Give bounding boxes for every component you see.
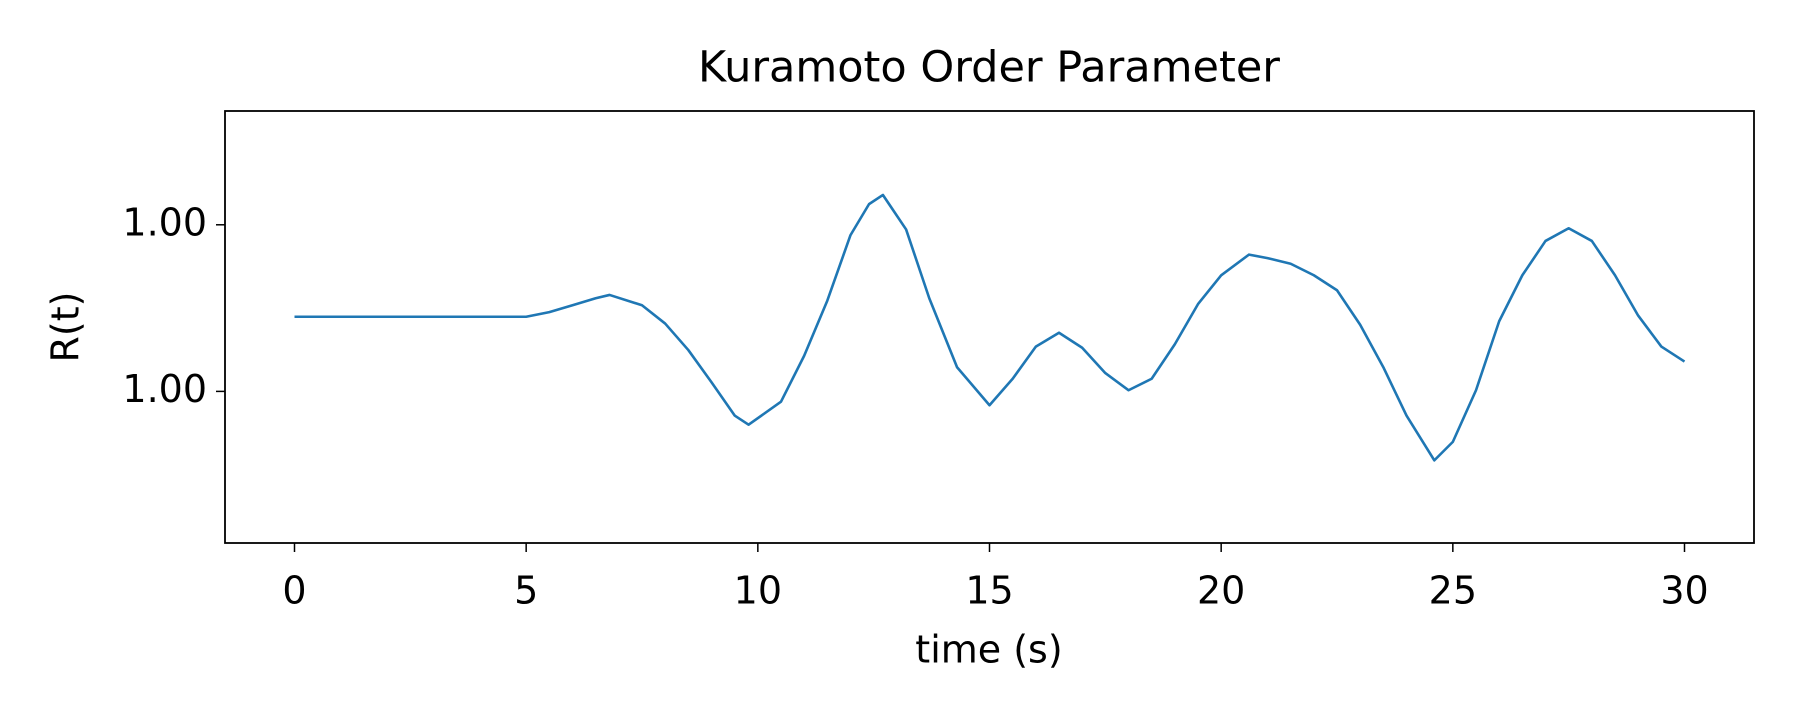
x-tick-label: 30 xyxy=(1660,569,1708,613)
plot-frame xyxy=(224,110,1755,544)
x-tick-label: 25 xyxy=(1429,569,1477,613)
x-tick-label: 5 xyxy=(514,569,538,613)
y-axis-label: R(t) xyxy=(44,292,88,363)
x-tick-label: 0 xyxy=(282,569,306,613)
chart-title: Kuramoto Order Parameter xyxy=(698,43,1280,93)
x-axis-label: time (s) xyxy=(915,628,1062,672)
x-tick-label: 15 xyxy=(965,569,1013,613)
y-tick-label: 1.00 xyxy=(122,200,207,244)
line-series xyxy=(294,193,1686,462)
y-tick-label: 1.00 xyxy=(122,367,207,411)
x-tick-label: 10 xyxy=(734,569,782,613)
x-tick-label: 20 xyxy=(1197,569,1245,613)
